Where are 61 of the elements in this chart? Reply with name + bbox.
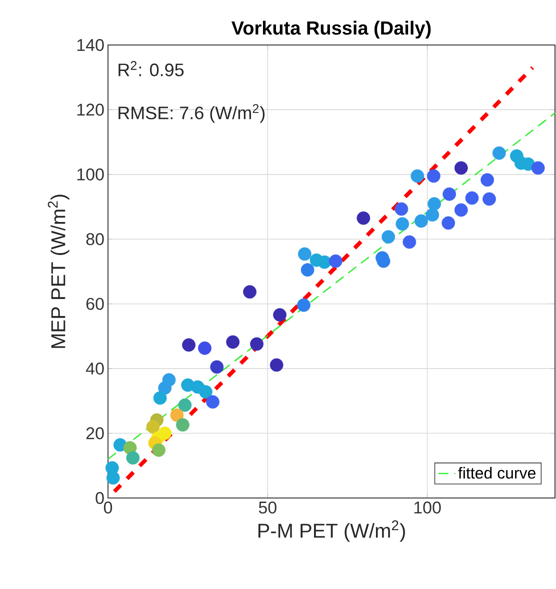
point: [158, 426, 172, 440]
point: [176, 418, 190, 432]
point: [297, 298, 310, 312]
annotation: R$^{2}$: 0.95: [118, 61, 184, 76]
point: [199, 385, 212, 399]
chart-title: Vorkuta Russia (Daily): [231, 20, 431, 38]
point: [206, 395, 220, 409]
point: [273, 308, 286, 322]
point: [531, 161, 545, 175]
point: [428, 197, 442, 211]
point: [492, 146, 506, 160]
y-tick-label: 20: [86, 427, 104, 440]
point: [300, 263, 314, 277]
point: [158, 381, 172, 395]
legend-label: fitted curve: [458, 466, 536, 479]
point: [250, 337, 264, 351]
point: [426, 169, 440, 183]
point: [318, 255, 332, 269]
point: [480, 173, 494, 187]
point: [410, 169, 424, 183]
point: [394, 202, 408, 216]
point: [182, 338, 196, 352]
point: [414, 214, 428, 228]
point: [328, 254, 342, 268]
point: [465, 191, 479, 205]
point: [454, 203, 468, 217]
x-axis-title: P-M PET (W/m$^{2}$): [258, 520, 405, 542]
point: [170, 408, 184, 422]
point: [482, 192, 496, 206]
y-tick-label: 120: [77, 104, 104, 116]
point: [442, 187, 456, 201]
point: [298, 247, 312, 261]
point: [402, 235, 416, 249]
y-axis-title: MEP PET (W/m$^{2}$): [48, 194, 70, 348]
point: [243, 285, 256, 299]
x-tick-label: 100: [414, 502, 441, 514]
point: [126, 451, 140, 465]
point: [396, 217, 410, 231]
point: [356, 211, 370, 225]
point: [442, 216, 456, 230]
point: [226, 335, 240, 349]
point: [426, 208, 440, 222]
point: [146, 420, 160, 434]
x-tick-label: 50: [258, 502, 276, 514]
y-tick-label: 140: [77, 38, 104, 52]
point: [210, 360, 224, 374]
y-tick-label: 0: [96, 492, 104, 504]
x-tick-label: 0: [104, 502, 112, 514]
y-tick-label: 40: [86, 362, 104, 375]
point: [382, 230, 396, 244]
point: [153, 391, 167, 405]
point: [152, 443, 166, 457]
annotation: RMSE: 7.6 (W/m$^{2}$): [118, 104, 265, 123]
point: [198, 341, 212, 355]
point: [270, 358, 284, 372]
y-tick-label: 60: [86, 298, 104, 310]
y-tick-label: 80: [86, 233, 104, 246]
point: [106, 471, 120, 485]
point: [178, 398, 192, 412]
point: [454, 161, 468, 175]
y-tick-label: 100: [77, 168, 104, 180]
